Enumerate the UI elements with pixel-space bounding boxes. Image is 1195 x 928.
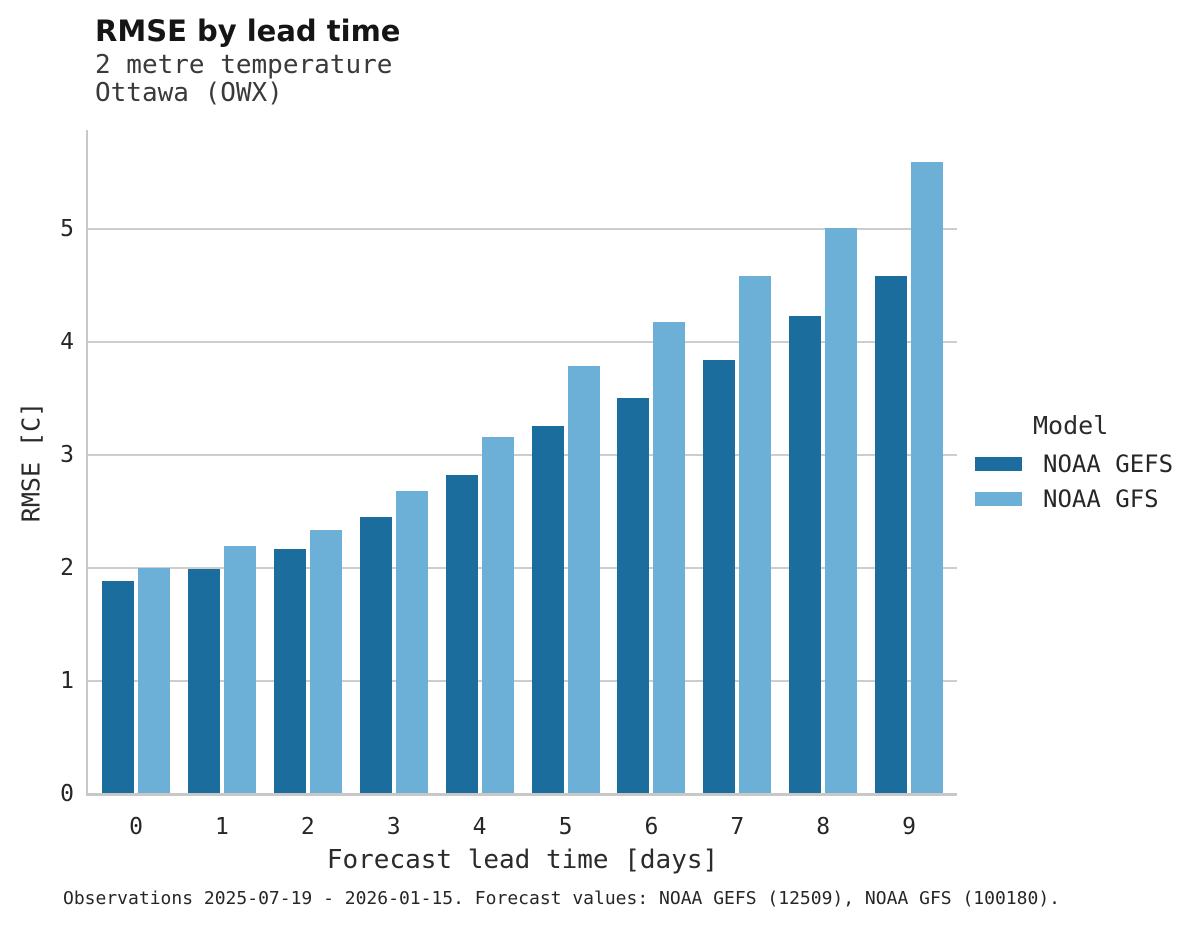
gridline-y-4: [88, 341, 957, 344]
y-axis-label: RMSE [C]: [16, 401, 46, 523]
y-tick-label-3: 3: [60, 442, 74, 469]
bar-noaa-gefs-day-7: [703, 360, 736, 793]
chart-subtitle-line-2: Ottawa (OWX): [95, 78, 283, 108]
legend-swatch-noaa-gefs: [975, 456, 1022, 471]
gridline-y-1: [88, 680, 957, 683]
x-tick-label-0: 0: [129, 814, 143, 840]
legend-item-noaa-gfs: NOAA GFS: [975, 481, 1190, 516]
bar-noaa-gefs-day-9: [875, 276, 908, 793]
x-tick-label-2: 2: [300, 814, 315, 840]
bar-noaa-gfs-day-0: [138, 568, 170, 793]
y-tick-label-2: 2: [60, 555, 74, 582]
x-tick-label-5: 5: [558, 814, 573, 840]
caption: Observations 2025-07-19 - 2026-01-15. Fo…: [63, 888, 1060, 909]
bar-noaa-gfs-day-3: [395, 491, 428, 793]
bar-noaa-gefs-day-1: [187, 569, 220, 793]
gridline-y-3: [88, 454, 957, 457]
legend-item-noaa-gefs: NOAA GEFS: [975, 446, 1190, 481]
x-axis-label: Forecast lead time [days]: [326, 845, 719, 875]
bar-noaa-gefs-day-6: [617, 398, 650, 793]
x-tick-label-6: 6: [644, 814, 659, 840]
x-tick-label-1: 1: [214, 814, 229, 840]
y-tick-label-5: 5: [60, 216, 74, 243]
bar-noaa-gefs-day-0: [102, 581, 134, 793]
bar-noaa-gfs-day-8: [825, 228, 858, 793]
x-tick-label-7: 7: [730, 814, 745, 840]
bar-noaa-gfs-day-5: [567, 366, 600, 793]
bar-noaa-gefs-day-8: [789, 316, 822, 793]
bar-noaa-gefs-day-4: [445, 475, 478, 793]
chart-title: RMSE by lead time: [95, 14, 401, 48]
bar-noaa-gfs-day-4: [481, 437, 514, 793]
x-tick-label-9: 9: [902, 814, 917, 840]
legend-title: Model: [1033, 411, 1109, 440]
legend: Model NOAA GEFS NOAA GFS: [975, 412, 1190, 516]
legend-label-noaa-gfs: NOAA GFS: [1043, 484, 1159, 513]
x-tick-label-4: 4: [472, 814, 487, 840]
x-tick-label-8: 8: [816, 814, 831, 840]
bar-noaa-gefs-day-3: [359, 517, 392, 793]
bar-noaa-gfs-day-1: [223, 546, 256, 793]
bar-noaa-gefs-day-5: [531, 426, 564, 793]
bar-noaa-gfs-day-2: [309, 530, 342, 793]
bar-noaa-gfs-day-7: [739, 276, 772, 793]
x-tick-label-3: 3: [386, 814, 401, 840]
y-tick-label-1: 1: [60, 668, 74, 695]
y-tick-label-4: 4: [60, 329, 74, 356]
y-tick-label-0: 0: [60, 781, 74, 807]
legend-items: NOAA GEFS NOAA GFS: [975, 446, 1190, 516]
gridline-y-5: [88, 228, 957, 231]
legend-label-noaa-gefs: NOAA GEFS: [1043, 449, 1174, 478]
y-axis-spine: [86, 130, 88, 796]
bar-noaa-gfs-day-6: [653, 322, 686, 793]
bar-noaa-gefs-day-2: [273, 549, 306, 793]
x-axis-spine: [86, 793, 957, 796]
bar-noaa-gfs-day-9: [911, 162, 944, 793]
gridline-y-2: [88, 567, 957, 570]
legend-swatch-noaa-gfs: [975, 491, 1022, 506]
chart-subtitle-line-1: 2 metre temperature: [95, 50, 393, 80]
